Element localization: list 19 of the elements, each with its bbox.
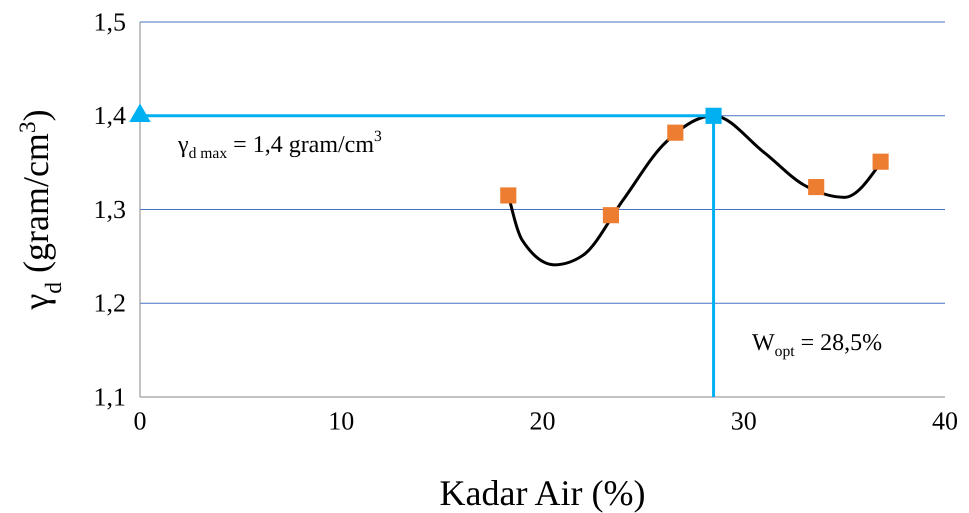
- annotation: W$_{opt}$ = 28,5%: [752, 330, 882, 360]
- x-axis-title: Kadar Air (%): [440, 473, 646, 513]
- point: [706, 108, 722, 124]
- x-tick-label: 0: [134, 406, 146, 436]
- x-tick-label: 40: [932, 406, 958, 436]
- annotation: γ$_{d max}$ = 1,4 gram/cm$^{3}$: [177, 128, 382, 162]
- point: [872, 154, 889, 170]
- x-tick-label: 20: [530, 406, 556, 436]
- y-tick-label: 1,4: [94, 101, 126, 130]
- point: [500, 187, 516, 204]
- y-tick-label: 1,5: [94, 7, 126, 36]
- y-tick-label: 1,3: [94, 194, 126, 224]
- y-tick-label: 1,2: [94, 288, 126, 318]
- point: [602, 207, 619, 224]
- point: [808, 178, 824, 196]
- point: [667, 124, 684, 141]
- x-tick-label: 10: [328, 406, 354, 436]
- y-tick-label: 1,1: [94, 382, 126, 412]
- x-tick-label: 30: [730, 406, 757, 436]
